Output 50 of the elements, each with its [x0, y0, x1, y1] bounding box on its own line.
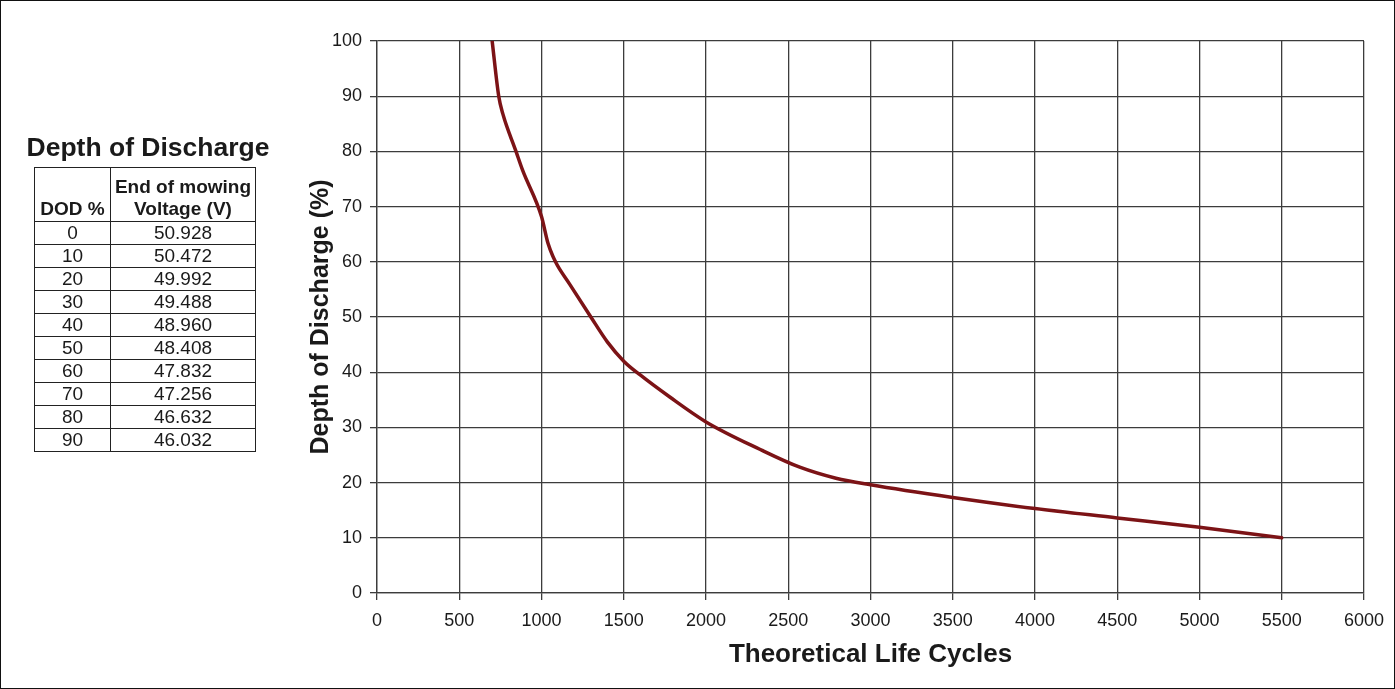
- data-label: 49.992: [110, 267, 256, 291]
- x-tick-label: 5500: [1261, 609, 1302, 630]
- y-tick-label: 20: [341, 471, 362, 492]
- x-tick-label: End of mowing Voltage (V): [110, 167, 256, 222]
- y-axis-title: DOD %: [34, 167, 111, 222]
- y-tick-label: 90: [34, 428, 111, 452]
- x-tick-label: 3500: [932, 609, 973, 630]
- y-tick-label: 10: [341, 526, 362, 547]
- y-tick-label: 70: [341, 195, 362, 216]
- y-tick-label: 40: [34, 313, 111, 337]
- data-label: 49.488: [110, 290, 256, 314]
- x-tick-label: 4000: [1014, 609, 1056, 630]
- y-tick-label: 80: [34, 405, 111, 429]
- y-tick-label: 20: [34, 267, 111, 291]
- y-tick-label: 0: [34, 221, 111, 245]
- data-label: 48.960: [110, 313, 256, 337]
- x-tick-label: 2500: [768, 609, 809, 630]
- x-axis-title: Theoretical Life Cycles: [728, 637, 1013, 668]
- y-tick-label: 60: [341, 250, 362, 271]
- x-tick-label: 500: [444, 609, 475, 630]
- y-tick-label: 30: [341, 416, 362, 437]
- data-label: 46.632: [110, 405, 256, 429]
- chart-title: Depth of Discharge: [26, 132, 270, 162]
- x-tick-label: 4500: [1097, 609, 1138, 630]
- y-tick-label: 70: [34, 382, 111, 406]
- x-tick-label: 5000: [1179, 609, 1220, 630]
- x-tick-label: 2000: [685, 609, 727, 630]
- x-tick-label: 1500: [603, 609, 644, 630]
- x-tick-label: 3000: [850, 609, 891, 630]
- x-tick-label: 1000: [521, 609, 562, 630]
- y-tick-label: 10: [34, 244, 111, 268]
- y-tick-label: 80: [341, 140, 362, 161]
- y-tick-label: 40: [341, 361, 362, 382]
- y-tick-label: 50: [34, 336, 111, 360]
- data-label: 46.032: [110, 428, 256, 452]
- y-tick-label: 100: [331, 29, 362, 50]
- y-tick-label: 50: [341, 305, 362, 326]
- x-tick-label: 0: [371, 609, 383, 630]
- data-label: 50.472: [110, 244, 256, 268]
- y-tick-label: 30: [34, 290, 111, 314]
- data-label: 47.832: [110, 359, 256, 383]
- y-axis-title: Depth of Discharge (%): [304, 179, 333, 455]
- y-tick-label: 60: [34, 359, 111, 383]
- y-tick-label: 0: [351, 581, 362, 602]
- data-label: 48.408: [110, 336, 256, 360]
- data-label: 50.928: [110, 221, 256, 245]
- x-tick-label: 6000: [1343, 609, 1384, 630]
- y-tick-label: 90: [341, 85, 362, 106]
- data-label: 47.256: [110, 382, 256, 406]
- line-series: [490, 41, 1284, 540]
